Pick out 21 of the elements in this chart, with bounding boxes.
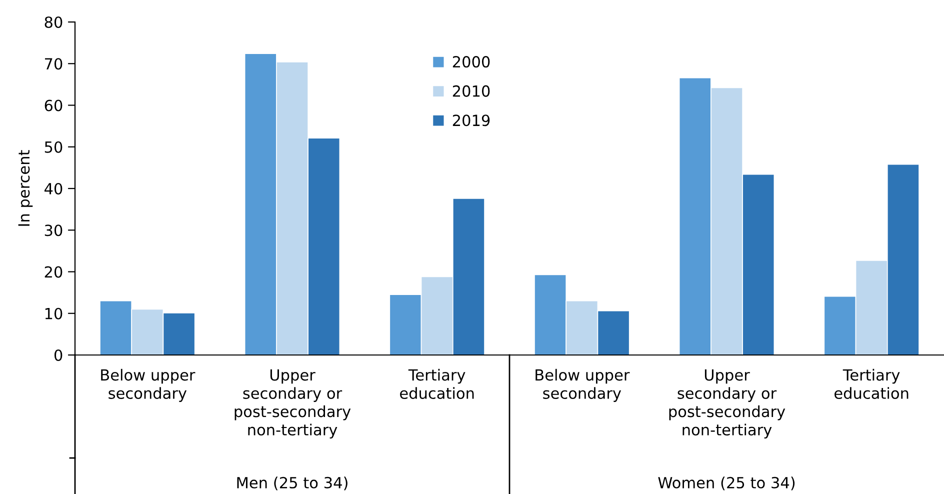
- y-tick-label: 10: [45, 308, 62, 320]
- x-tick-label: Tertiary education: [834, 368, 908, 399]
- legend-label: 2000: [452, 56, 490, 68]
- x-tick-label: Below upper secondary: [536, 368, 630, 402]
- text: Women (25 to 34): [658, 476, 795, 490]
- text: Men (25 to 34): [237, 476, 348, 490]
- x-tick-label: Upper secondary or post-secondary non-tertiary: [669, 369, 786, 438]
- y-tick-label: 50: [44, 141, 62, 153]
- y-tick-label: 0: [54, 349, 62, 362]
- legend-label: 2010: [452, 85, 490, 97]
- x-tick-label: Tertiary education: [400, 368, 474, 399]
- y-tick-label: 40: [44, 182, 62, 195]
- y-tick-label: 70: [45, 58, 62, 70]
- x-tick-label: Upper secondary or post-secondary non-tertiary: [234, 369, 351, 438]
- y-tick-label: 80: [44, 16, 62, 28]
- y-tick-label: 20: [44, 266, 62, 278]
- x-tick-label: Below upper secondary: [101, 368, 196, 402]
- y-axis-title: In percent: [18, 150, 33, 226]
- legend-label: 2019: [452, 114, 490, 126]
- y-tick-label: 30: [44, 224, 62, 236]
- y-tick-label: 60: [44, 100, 62, 112]
